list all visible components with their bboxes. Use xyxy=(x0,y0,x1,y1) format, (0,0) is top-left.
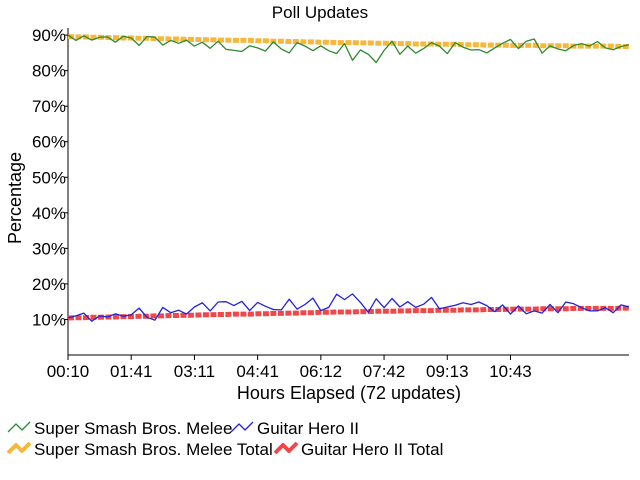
y-tick-label: 50% xyxy=(32,168,66,187)
series-line-guitar-hero-ii xyxy=(67,293,630,322)
chart-title: Poll Updates xyxy=(272,3,368,22)
legend-label-super-smash-bros-melee-total: Super Smash Bros. Melee Total xyxy=(34,440,273,459)
y-axis-label: Percentage xyxy=(5,152,25,244)
legend-swatch-guitar-hero-ii xyxy=(230,421,254,433)
y-tick-label: 20% xyxy=(32,275,66,294)
x-tick-label: 10:43 xyxy=(489,362,532,381)
plot-area: 10% 20% 30% 40% 50% 60% 70% 80% 90% 00:10 01:41 03:… xyxy=(32,26,630,381)
y-tick-label: 40% xyxy=(32,204,66,223)
x-tick-label: 09:13 xyxy=(426,362,469,381)
x-tick-label: 01:41 xyxy=(110,362,153,381)
series-line-guitar-hero-ii-total xyxy=(67,305,629,321)
y-tick-label: 70% xyxy=(32,97,66,116)
y-tick-label: 80% xyxy=(32,62,66,81)
legend: Super Smash Bros. Melee Guitar Hero II Sup… xyxy=(6,419,443,459)
x-axis-label: Hours Elapsed (72 updates) xyxy=(237,383,461,403)
legend-swatch-super-smash-bros-melee xyxy=(7,421,31,433)
legend-swatch-super-smash-bros-melee-total xyxy=(6,441,32,455)
legend-swatch-guitar-hero-ii-total xyxy=(273,441,299,455)
legend-label-guitar-hero-ii-total: Guitar Hero II Total xyxy=(301,440,443,459)
y-tick-label: 10% xyxy=(32,310,66,329)
legend-label-guitar-hero-ii: Guitar Hero II xyxy=(257,419,359,438)
y-tick-label: 60% xyxy=(32,133,66,152)
x-tick-label: 06:12 xyxy=(300,362,343,381)
x-tick-label: 03:11 xyxy=(174,362,215,381)
legend-label-super-smash-bros-melee: Super Smash Bros. Melee xyxy=(34,419,232,438)
x-tick-label: 00:10 xyxy=(47,362,90,381)
x-tick-label: 04:41 xyxy=(236,362,279,381)
x-tick-label: 07:42 xyxy=(363,362,406,381)
y-tick-label: 30% xyxy=(32,239,66,258)
series-line-super-smash-bros-melee-total xyxy=(67,34,629,49)
series-line-super-smash-bros-melee xyxy=(67,34,630,64)
y-tick-label: 90% xyxy=(32,26,66,45)
